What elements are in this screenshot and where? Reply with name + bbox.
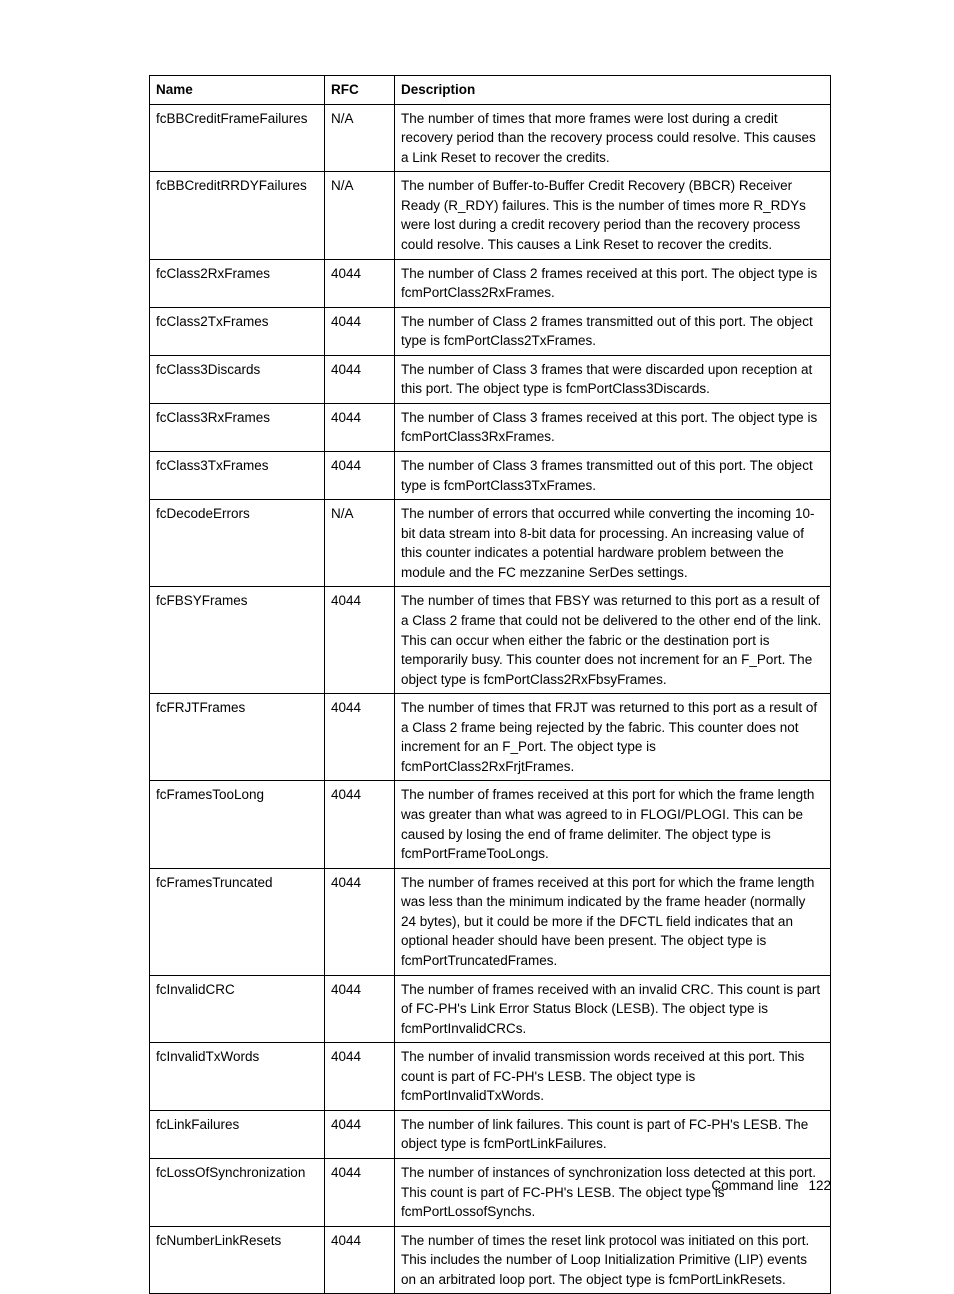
cell-name: fcLossOfSynchronization: [150, 1159, 325, 1227]
cell-rfc: 4044: [325, 975, 395, 1043]
cell-desc: The number of frames received with an in…: [395, 975, 831, 1043]
footer-section: Command line: [711, 1178, 798, 1193]
cell-name: fcInvalidTxWords: [150, 1043, 325, 1111]
cell-name: fcFRJTFrames: [150, 694, 325, 781]
table-row: fcFramesTooLong4044The number of frames …: [150, 781, 831, 868]
cell-name: fcClass3TxFrames: [150, 452, 325, 500]
header-rfc: RFC: [325, 76, 395, 105]
cell-desc: The number of Class 2 frames received at…: [395, 259, 831, 307]
table-row: fcClass2RxFrames4044The number of Class …: [150, 259, 831, 307]
cell-rfc: 4044: [325, 1226, 395, 1294]
table-row: fcFBSYFrames4044The number of times that…: [150, 587, 831, 694]
cell-name: fcLinkFailures: [150, 1110, 325, 1158]
table-row: fcInvalidTxWords4044The number of invali…: [150, 1043, 831, 1111]
cell-desc: The number of times that FRJT was return…: [395, 694, 831, 781]
cell-rfc: N/A: [325, 500, 395, 587]
cell-rfc: N/A: [325, 104, 395, 172]
table-row: fcNumberLinkResets4044The number of time…: [150, 1226, 831, 1294]
cell-rfc: N/A: [325, 172, 395, 259]
header-name: Name: [150, 76, 325, 105]
table-row: fcDecodeErrorsN/AThe number of errors th…: [150, 500, 831, 587]
cell-rfc: 4044: [325, 868, 395, 975]
cell-desc: The number of link failures. This count …: [395, 1110, 831, 1158]
cell-name: fcNumberLinkResets: [150, 1226, 325, 1294]
cell-desc: The number of times the reset link proto…: [395, 1226, 831, 1294]
table-row: fcClass2TxFrames4044The number of Class …: [150, 307, 831, 355]
table-row: fcInvalidCRC4044The number of frames rec…: [150, 975, 831, 1043]
footer-page: 122: [808, 1178, 831, 1193]
table-row: fcBBCreditFrameFailuresN/AThe number of …: [150, 104, 831, 172]
cell-desc: The number of times that FBSY was return…: [395, 587, 831, 694]
cell-name: fcBBCreditFrameFailures: [150, 104, 325, 172]
cell-rfc: 4044: [325, 355, 395, 403]
cell-rfc: 4044: [325, 1110, 395, 1158]
table-row: fcFRJTFrames4044The number of times that…: [150, 694, 831, 781]
cell-name: fcInvalidCRC: [150, 975, 325, 1043]
cell-rfc: 4044: [325, 1043, 395, 1111]
fc-stats-table: Name RFC Description fcBBCreditFrameFail…: [149, 75, 831, 1294]
cell-name: fcFramesTruncated: [150, 868, 325, 975]
cell-rfc: 4044: [325, 1159, 395, 1227]
cell-name: fcFBSYFrames: [150, 587, 325, 694]
table-row: fcClass3TxFrames4044The number of Class …: [150, 452, 831, 500]
cell-rfc: 4044: [325, 781, 395, 868]
cell-desc: The number of Class 3 frames that were d…: [395, 355, 831, 403]
cell-name: fcFramesTooLong: [150, 781, 325, 868]
cell-desc: The number of invalid transmission words…: [395, 1043, 831, 1111]
header-desc: Description: [395, 76, 831, 105]
cell-desc: The number of frames received at this po…: [395, 781, 831, 868]
cell-rfc: 4044: [325, 307, 395, 355]
table-row: fcClass3RxFrames4044The number of Class …: [150, 403, 831, 451]
cell-desc: The number of Buffer-to-Buffer Credit Re…: [395, 172, 831, 259]
cell-name: fcDecodeErrors: [150, 500, 325, 587]
cell-rfc: 4044: [325, 403, 395, 451]
cell-name: fcBBCreditRRDYFailures: [150, 172, 325, 259]
cell-name: fcClass2RxFrames: [150, 259, 325, 307]
cell-rfc: 4044: [325, 587, 395, 694]
table-body: fcBBCreditFrameFailuresN/AThe number of …: [150, 104, 831, 1294]
table-row: fcClass3Discards4044The number of Class …: [150, 355, 831, 403]
cell-name: fcClass3RxFrames: [150, 403, 325, 451]
cell-name: fcClass3Discards: [150, 355, 325, 403]
cell-desc: The number of Class 2 frames transmitted…: [395, 307, 831, 355]
table-row: fcFramesTruncated4044The number of frame…: [150, 868, 831, 975]
cell-rfc: 4044: [325, 259, 395, 307]
page-footer: Command line 122: [711, 1178, 831, 1193]
table-row: fcLinkFailures4044The number of link fai…: [150, 1110, 831, 1158]
cell-desc: The number of frames received at this po…: [395, 868, 831, 975]
cell-desc: The number of errors that occurred while…: [395, 500, 831, 587]
cell-rfc: 4044: [325, 694, 395, 781]
cell-desc: The number of Class 3 frames received at…: [395, 403, 831, 451]
table-row: fcBBCreditRRDYFailuresN/AThe number of B…: [150, 172, 831, 259]
cell-desc: The number of Class 3 frames transmitted…: [395, 452, 831, 500]
header-row: Name RFC Description: [150, 76, 831, 105]
cell-name: fcClass2TxFrames: [150, 307, 325, 355]
cell-rfc: 4044: [325, 452, 395, 500]
cell-desc: The number of times that more frames wer…: [395, 104, 831, 172]
